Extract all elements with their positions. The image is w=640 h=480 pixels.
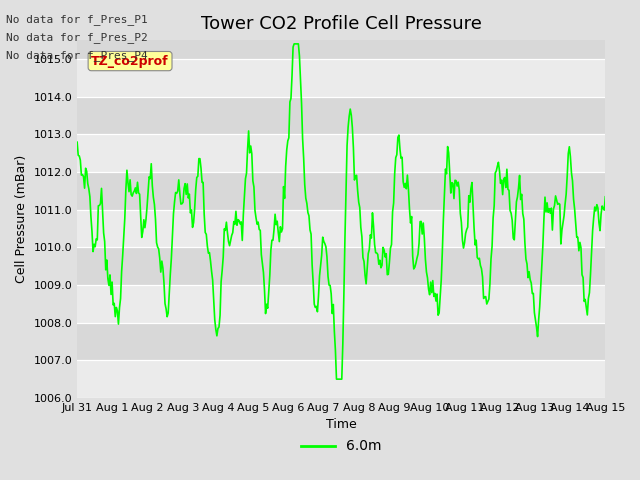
Bar <box>77 172 605 210</box>
Bar <box>77 96 605 134</box>
Bar <box>77 323 605 360</box>
Bar <box>77 210 605 247</box>
Bar <box>77 285 605 323</box>
Text: No data for f_Pres_P2: No data for f_Pres_P2 <box>6 32 148 43</box>
Title: Tower CO2 Profile Cell Pressure: Tower CO2 Profile Cell Pressure <box>201 15 482 33</box>
Bar <box>77 247 605 285</box>
Y-axis label: Cell Pressure (mBar): Cell Pressure (mBar) <box>15 155 28 283</box>
Legend: 6.0m: 6.0m <box>295 434 387 459</box>
Bar <box>77 59 605 96</box>
Text: No data for f_Pres_P1: No data for f_Pres_P1 <box>6 13 148 24</box>
Text: No data for f_Pres_P4: No data for f_Pres_P4 <box>6 50 148 61</box>
Bar <box>77 360 605 398</box>
Text: TZ_co2prof: TZ_co2prof <box>92 55 169 68</box>
X-axis label: Time: Time <box>326 419 356 432</box>
Bar <box>77 134 605 172</box>
